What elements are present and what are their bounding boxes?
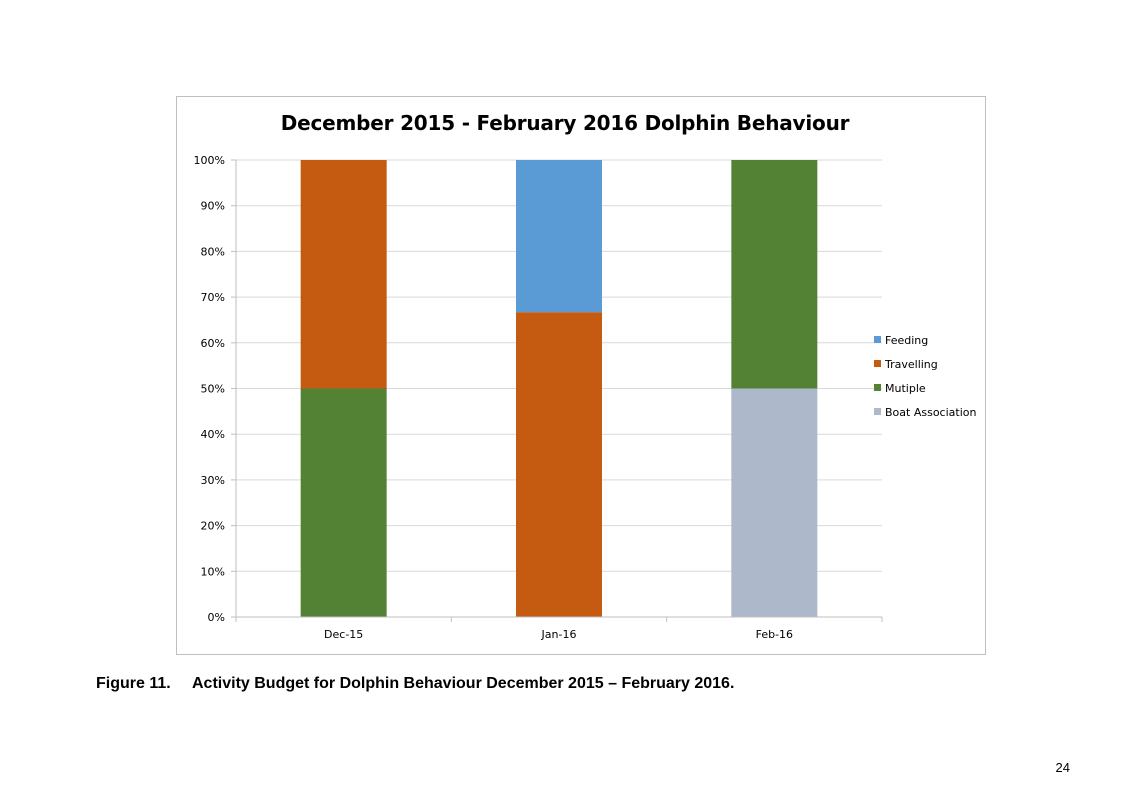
figure-number: Figure 11. [96,675,171,692]
y-tick-label: 60% [201,337,225,350]
page-number: 24 [1055,760,1070,775]
y-tick-label: 20% [201,520,225,533]
x-tick-label: Jan-16 [541,628,577,641]
chart-plot: 0% 10% 20% 30% 40% 50% 60% 70% 80% 90% 100% Dec-15 J… [194,154,977,641]
figure-caption-text: Activity Budget for Dolphin Behaviour De… [192,675,735,692]
legend-label: Mutiple [885,382,926,395]
legend-swatch [874,384,881,391]
x-tick-label: Feb-16 [756,628,793,641]
bar-segment-boat-association [731,388,818,617]
legend-label: Travelling [884,358,938,371]
y-tick-label: 80% [201,245,225,258]
y-tick-label: 70% [201,291,225,304]
y-tick-label: 30% [201,474,225,487]
y-tick-label: 0% [208,611,225,624]
axes: 0% 10% 20% 30% 40% 50% 60% 70% 80% 90% 100% Dec-15 J… [194,154,883,641]
legend-swatch [874,408,881,415]
legend-label: Boat Association [885,406,976,419]
y-tick-label: 40% [201,428,225,441]
bar-segment-feeding [516,160,602,313]
y-tick-label: 90% [201,200,225,213]
y-tick-label: 100% [194,154,225,167]
chart-frame: December 2015 - February 2016 Dolphin Be… [176,96,986,655]
bars [300,160,818,617]
bar-segment-travelling [300,160,387,389]
figure-caption: Figure 11. Activity Budget for Dolphin Be… [96,675,734,693]
bar-segment-mutiple [731,160,818,389]
y-tick-label: 10% [201,565,225,578]
chart-title: December 2015 - February 2016 Dolphin Be… [280,111,850,135]
legend-swatch [874,336,881,343]
y-tick-label: 50% [201,383,225,396]
bar-segment-travelling [516,312,602,617]
legend-label: Feeding [885,334,928,347]
x-tick-label: Dec-15 [324,628,363,641]
legend-swatch [874,360,881,367]
legend: Feeding Travelling Mutiple Boat Association [874,334,976,419]
bar-segment-mutiple [300,388,387,617]
